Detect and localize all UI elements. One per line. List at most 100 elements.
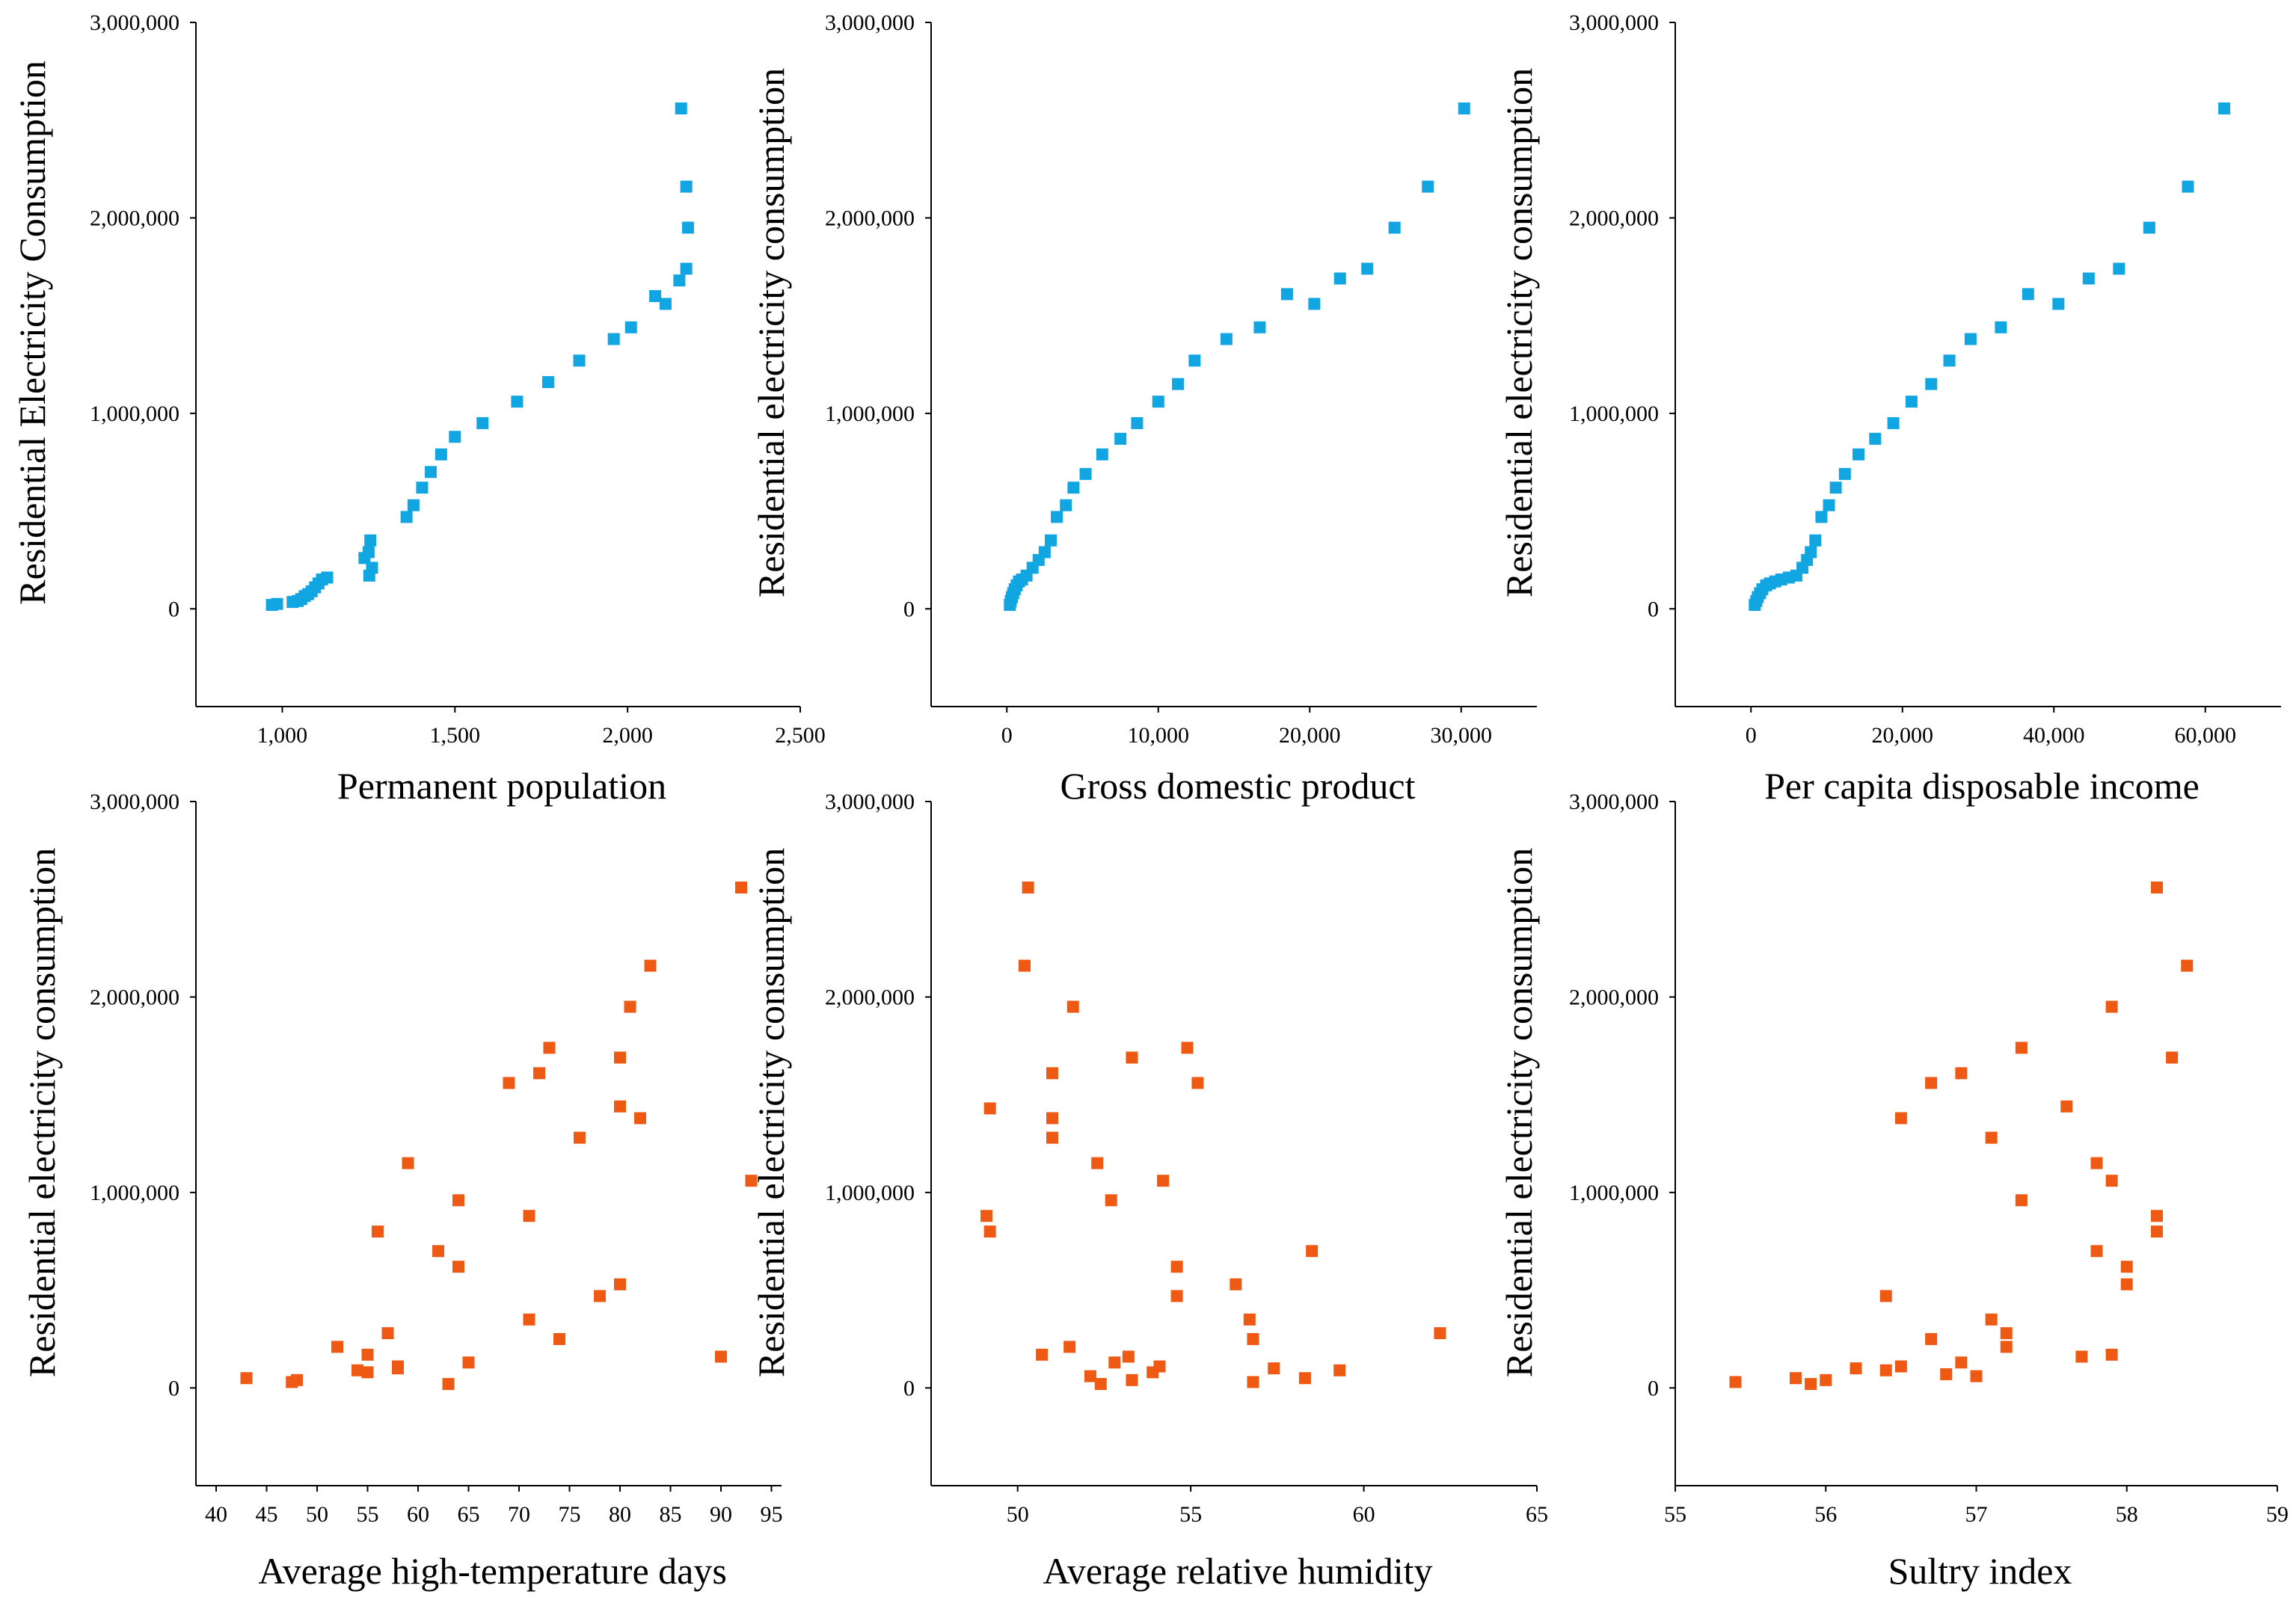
data-point: [1170, 1290, 1183, 1302]
data-point: [361, 1366, 374, 1379]
data-point: [745, 1175, 758, 1187]
data-point: [1268, 1362, 1280, 1375]
data-point: [1790, 1372, 1802, 1385]
data-point: [1940, 1368, 1953, 1380]
y-tick-label: 1,000,000: [90, 402, 179, 426]
y-tick-label: 1,000,000: [1569, 402, 1659, 426]
x-axis-label: Average high-temperature days: [258, 1550, 727, 1592]
data-point: [1018, 959, 1031, 972]
data-point: [649, 290, 662, 302]
data-point: [715, 1350, 727, 1363]
data-point: [511, 396, 524, 408]
y-tick-label: 0: [1648, 597, 1659, 621]
data-point: [424, 466, 437, 479]
data-point: [614, 1051, 626, 1064]
data-point: [2113, 262, 2125, 275]
data-point: [1067, 482, 1080, 494]
data-point: [1084, 1370, 1096, 1382]
y-tick-label: 3,000,000: [1569, 10, 1659, 35]
x-tick-label: 55: [357, 1502, 379, 1527]
data-point: [452, 1194, 464, 1207]
data-point: [1829, 482, 1842, 494]
data-point: [240, 1372, 253, 1385]
x-tick-label: 50: [306, 1502, 328, 1527]
x-axis-label: Gross domestic product: [1060, 765, 1416, 807]
y-tick-label: 2,000,000: [825, 985, 915, 1009]
data-point: [1894, 1360, 1907, 1373]
x-axis-label: Per capita disposable income: [1764, 765, 2200, 807]
data-point: [1247, 1376, 1259, 1388]
data-point: [1122, 1350, 1135, 1363]
chart-permanent-population: 0 1,000,000 2,000,000 3,000,000 1,000 1,500 2,…: [11, 10, 826, 807]
data-point: [1894, 1112, 1907, 1125]
data-point: [1925, 1077, 1938, 1089]
data-point: [533, 1067, 545, 1080]
data-point: [675, 102, 687, 115]
x-tick-label: 50: [1007, 1502, 1029, 1527]
data-point: [1308, 298, 1321, 310]
data-point: [574, 1131, 586, 1144]
data-point: [2022, 288, 2034, 301]
data-point: [1091, 1157, 1104, 1169]
data-point: [1925, 378, 1938, 390]
data-point: [1879, 1364, 1892, 1376]
data-point: [1253, 321, 1266, 333]
data-point: [1172, 378, 1185, 390]
y-tick-label: 2,000,000: [90, 985, 179, 1009]
data-point: [1805, 1378, 1817, 1391]
x-tick-label: 1,500: [430, 723, 481, 748]
data-point: [1943, 354, 1956, 367]
data-point: [452, 1261, 464, 1273]
data-point: [1247, 1332, 1259, 1345]
y-tick-label: 1,000,000: [825, 402, 915, 426]
x-tick-label: 57: [1965, 1502, 1988, 1527]
data-point: [2060, 1100, 2073, 1113]
data-point: [1815, 511, 1828, 523]
y-tick-label: 0: [1648, 1376, 1659, 1400]
data-point: [644, 959, 657, 972]
data-point: [1051, 511, 1063, 523]
data-point: [1044, 534, 1057, 547]
data-point: [407, 499, 420, 511]
data-point: [1823, 499, 1835, 511]
chart-sultry-index: 0 1,000,000 2,000,000 3,000,000 55 56 57 58 59 Su…: [1498, 790, 2289, 1592]
y-tick-label: 3,000,000: [825, 790, 915, 814]
y-axis-label: Residential electricity consumption: [1498, 848, 1540, 1377]
data-point: [2120, 1261, 2133, 1273]
data-point: [331, 1341, 343, 1353]
data-point: [2075, 1350, 2088, 1363]
data-point: [2166, 1051, 2179, 1064]
y-tick-label: 1,000,000: [825, 1181, 915, 1205]
data-point: [442, 1378, 455, 1391]
data-point: [659, 298, 672, 310]
data-point: [2000, 1327, 2013, 1340]
x-axis-label: Permanent population: [337, 765, 666, 807]
data-point: [1131, 416, 1144, 429]
y-axis-label: Residential electricity consumption: [750, 848, 792, 1377]
x-tick-label: 90: [710, 1502, 732, 1527]
data-point: [476, 416, 489, 429]
data-point: [1970, 1370, 1983, 1382]
data-point: [541, 376, 554, 389]
data-point: [543, 1042, 556, 1054]
data-point: [735, 882, 747, 894]
data-point: [1243, 1313, 1256, 1326]
chart-per-capita-disposable-income: 0 1,000,000 2,000,000 3,000,000 0 20,000 40,00…: [1498, 10, 2281, 807]
data-point: [614, 1100, 626, 1113]
y-tick-label: 3,000,000: [90, 790, 179, 814]
data-point: [1955, 1356, 1968, 1369]
y-tick-label: 2,000,000: [90, 206, 179, 230]
y-tick-label: 1,000,000: [1569, 1181, 1659, 1205]
data-point: [1879, 1290, 1892, 1302]
data-point: [1850, 1362, 1862, 1375]
data-point: [673, 274, 686, 287]
data-point: [1022, 882, 1034, 894]
data-point: [2015, 1194, 2028, 1207]
data-point: [1038, 546, 1051, 559]
data-point: [366, 562, 378, 574]
x-tick-label: 20,000: [1279, 723, 1341, 748]
data-point: [1298, 1372, 1311, 1385]
data-point: [680, 262, 693, 275]
y-tick-label: 3,000,000: [90, 10, 179, 35]
